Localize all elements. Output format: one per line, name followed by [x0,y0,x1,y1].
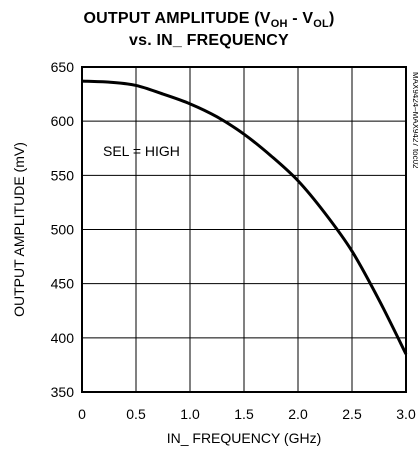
series-line [81,79,408,355]
chart-title-line-2: vs. IN_ FREQUENCY [129,32,289,49]
chart-title-line-1: OUTPUT AMPLITUDE (VOH - VOL) [0,10,418,30]
y-tick-label: 500 [51,222,75,238]
y-tick-label: 550 [51,167,75,183]
x-tick-label: 1.5 [234,406,254,422]
x-tick-label: 3.0 [396,406,416,422]
title-subscript-oh: OH [270,18,288,31]
figure-code: MAX9424–MAX9427 toc02 [411,72,418,169]
y-tick-label: 400 [51,330,75,346]
y-tick-label: 450 [51,276,75,292]
y-tick-label: 350 [51,384,75,400]
y-tick-label: 650 [51,59,75,75]
x-tick-label: 0.5 [126,406,146,422]
title-suffix: ) [328,10,335,27]
x-axis-label: IN_ FREQUENCY (GHz) [167,430,322,446]
y-axis-label: OUTPUT AMPLITUDE (mV) [11,142,27,317]
x-tick-label: 0 [78,406,86,422]
plot-frame [81,66,407,393]
y-tick-label: 600 [51,113,75,129]
title-mid: - V [287,10,314,27]
annotation-sel-high: SEL = HIGH [103,143,180,159]
title-prefix: OUTPUT AMPLITUDE (V [83,10,271,27]
x-tick-label: 1.0 [180,406,200,422]
x-tick-label: 2.5 [342,406,362,422]
title-subscript-ol: OL [313,18,329,31]
x-tick-label: 2.0 [288,406,308,422]
